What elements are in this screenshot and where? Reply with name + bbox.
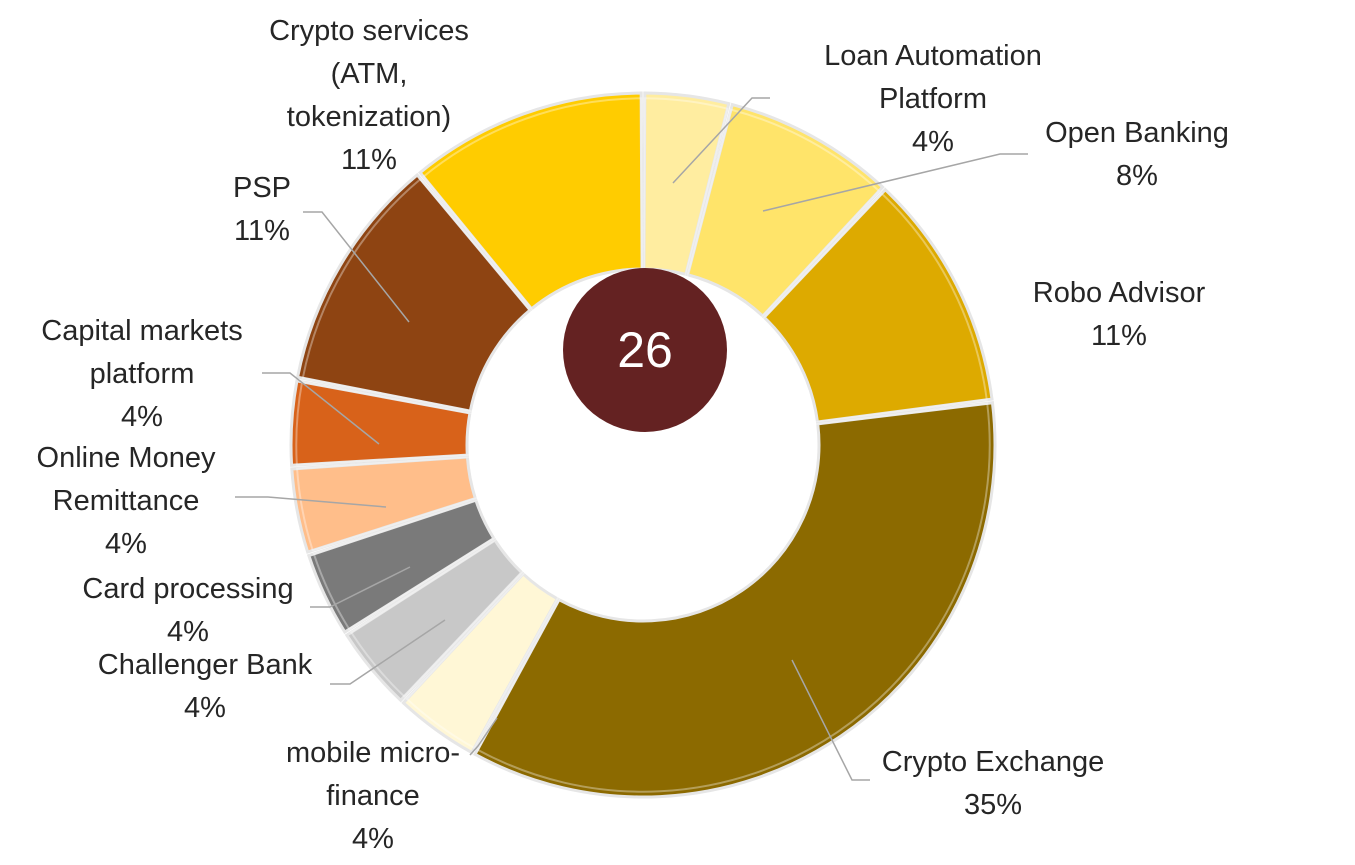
leader-line xyxy=(310,566,411,608)
leader-line xyxy=(235,496,387,508)
slice-label: mobile micro-finance 4% xyxy=(286,732,460,861)
slice-psp xyxy=(295,172,533,413)
donut-slices xyxy=(289,91,997,799)
slice-label-name: tokenization) xyxy=(286,101,452,133)
slice-bevel xyxy=(301,177,534,413)
slice-bevel xyxy=(760,192,988,424)
slice-robo-advisor xyxy=(762,187,994,424)
slice-bevel xyxy=(476,402,991,793)
slice-crypto-services-atm-tokenization xyxy=(417,91,644,311)
slice-label-name: mobile micro- xyxy=(285,737,461,769)
slice-bevel xyxy=(405,570,561,750)
leader-line xyxy=(762,153,1028,212)
slice-challenger-bank xyxy=(344,538,524,703)
slice-label-percent: 11% xyxy=(341,144,397,176)
slice-label-percent: 4% xyxy=(167,616,209,648)
slice-label-name: Crypto services xyxy=(269,15,469,47)
slice-label-name: Crypto Exchange xyxy=(881,746,1105,778)
slice-label: Crypto services (ATM, tokenization) 11% xyxy=(269,10,469,182)
slice-label-name: Remittance xyxy=(52,485,200,517)
slice-label: Loan Automation Platform 4% xyxy=(824,35,1042,164)
slice-crypto-exchange xyxy=(473,401,997,799)
slice-label-name: Capital markets xyxy=(41,315,243,347)
slice-label-name: Platform xyxy=(879,83,987,115)
slice-label-name: finance xyxy=(326,780,420,812)
slice-capital-markets-platform xyxy=(289,379,472,467)
leader-line xyxy=(303,211,410,323)
slice-bevel xyxy=(422,97,644,313)
leader-line xyxy=(330,619,446,685)
slice-label-percent: 4% xyxy=(912,126,954,158)
slice-label-name: Online Money xyxy=(36,442,216,474)
slice-label-percent: 4% xyxy=(105,528,147,560)
slice-label: Online Money Remittance 4% xyxy=(37,437,216,566)
leader-line xyxy=(469,717,498,756)
slice-label: PSP 11% xyxy=(233,167,291,253)
slice-label-name: PSP xyxy=(232,172,292,204)
slice-card-processing xyxy=(306,498,496,635)
slice-label-percent: 11% xyxy=(1091,320,1147,352)
slice-label-percent: 35% xyxy=(963,789,1023,821)
leader-lines xyxy=(235,97,1028,781)
slice-label-percent: 4% xyxy=(184,692,226,724)
slice-mobile-micro-finance xyxy=(401,571,560,755)
slice-label-percent: 11% xyxy=(234,215,290,247)
slice-bevel xyxy=(349,537,526,698)
slice-label-name: Robo Advisor xyxy=(1032,277,1206,309)
slice-label: Capital markets platform 4% xyxy=(41,310,242,439)
slice-label: Robo Advisor 11% xyxy=(1033,272,1206,358)
slice-label-name: Challenger Bank xyxy=(97,649,313,681)
slice-label: Card processing 4% xyxy=(82,568,293,654)
slice-bevel xyxy=(312,498,498,631)
slice-label-percent: 8% xyxy=(1116,160,1158,192)
slice-online-money-remittance xyxy=(290,455,478,554)
slice-label: Open Banking 8% xyxy=(1045,112,1229,198)
slice-label-name: Card processing xyxy=(82,573,294,605)
slice-label: Challenger Bank 4% xyxy=(98,644,312,730)
slice-label-name: platform xyxy=(89,358,195,390)
leader-line xyxy=(262,372,380,445)
slice-label-percent: 4% xyxy=(352,823,394,855)
slice-label-name: (ATM, xyxy=(330,58,408,90)
slice-open-banking xyxy=(685,102,885,319)
slice-bevel xyxy=(685,108,881,320)
leader-line xyxy=(672,97,770,184)
slice-label: Crypto Exchange 35% xyxy=(882,741,1104,827)
slice-bevel xyxy=(296,455,480,552)
slice-label-percent: 4% xyxy=(121,401,163,433)
slice-label-name: Open Banking xyxy=(1045,117,1229,149)
center-count: 26 xyxy=(617,322,673,378)
slice-label-name: Loan Automation xyxy=(824,40,1042,72)
leader-line xyxy=(791,659,870,781)
center-circle xyxy=(563,268,727,432)
